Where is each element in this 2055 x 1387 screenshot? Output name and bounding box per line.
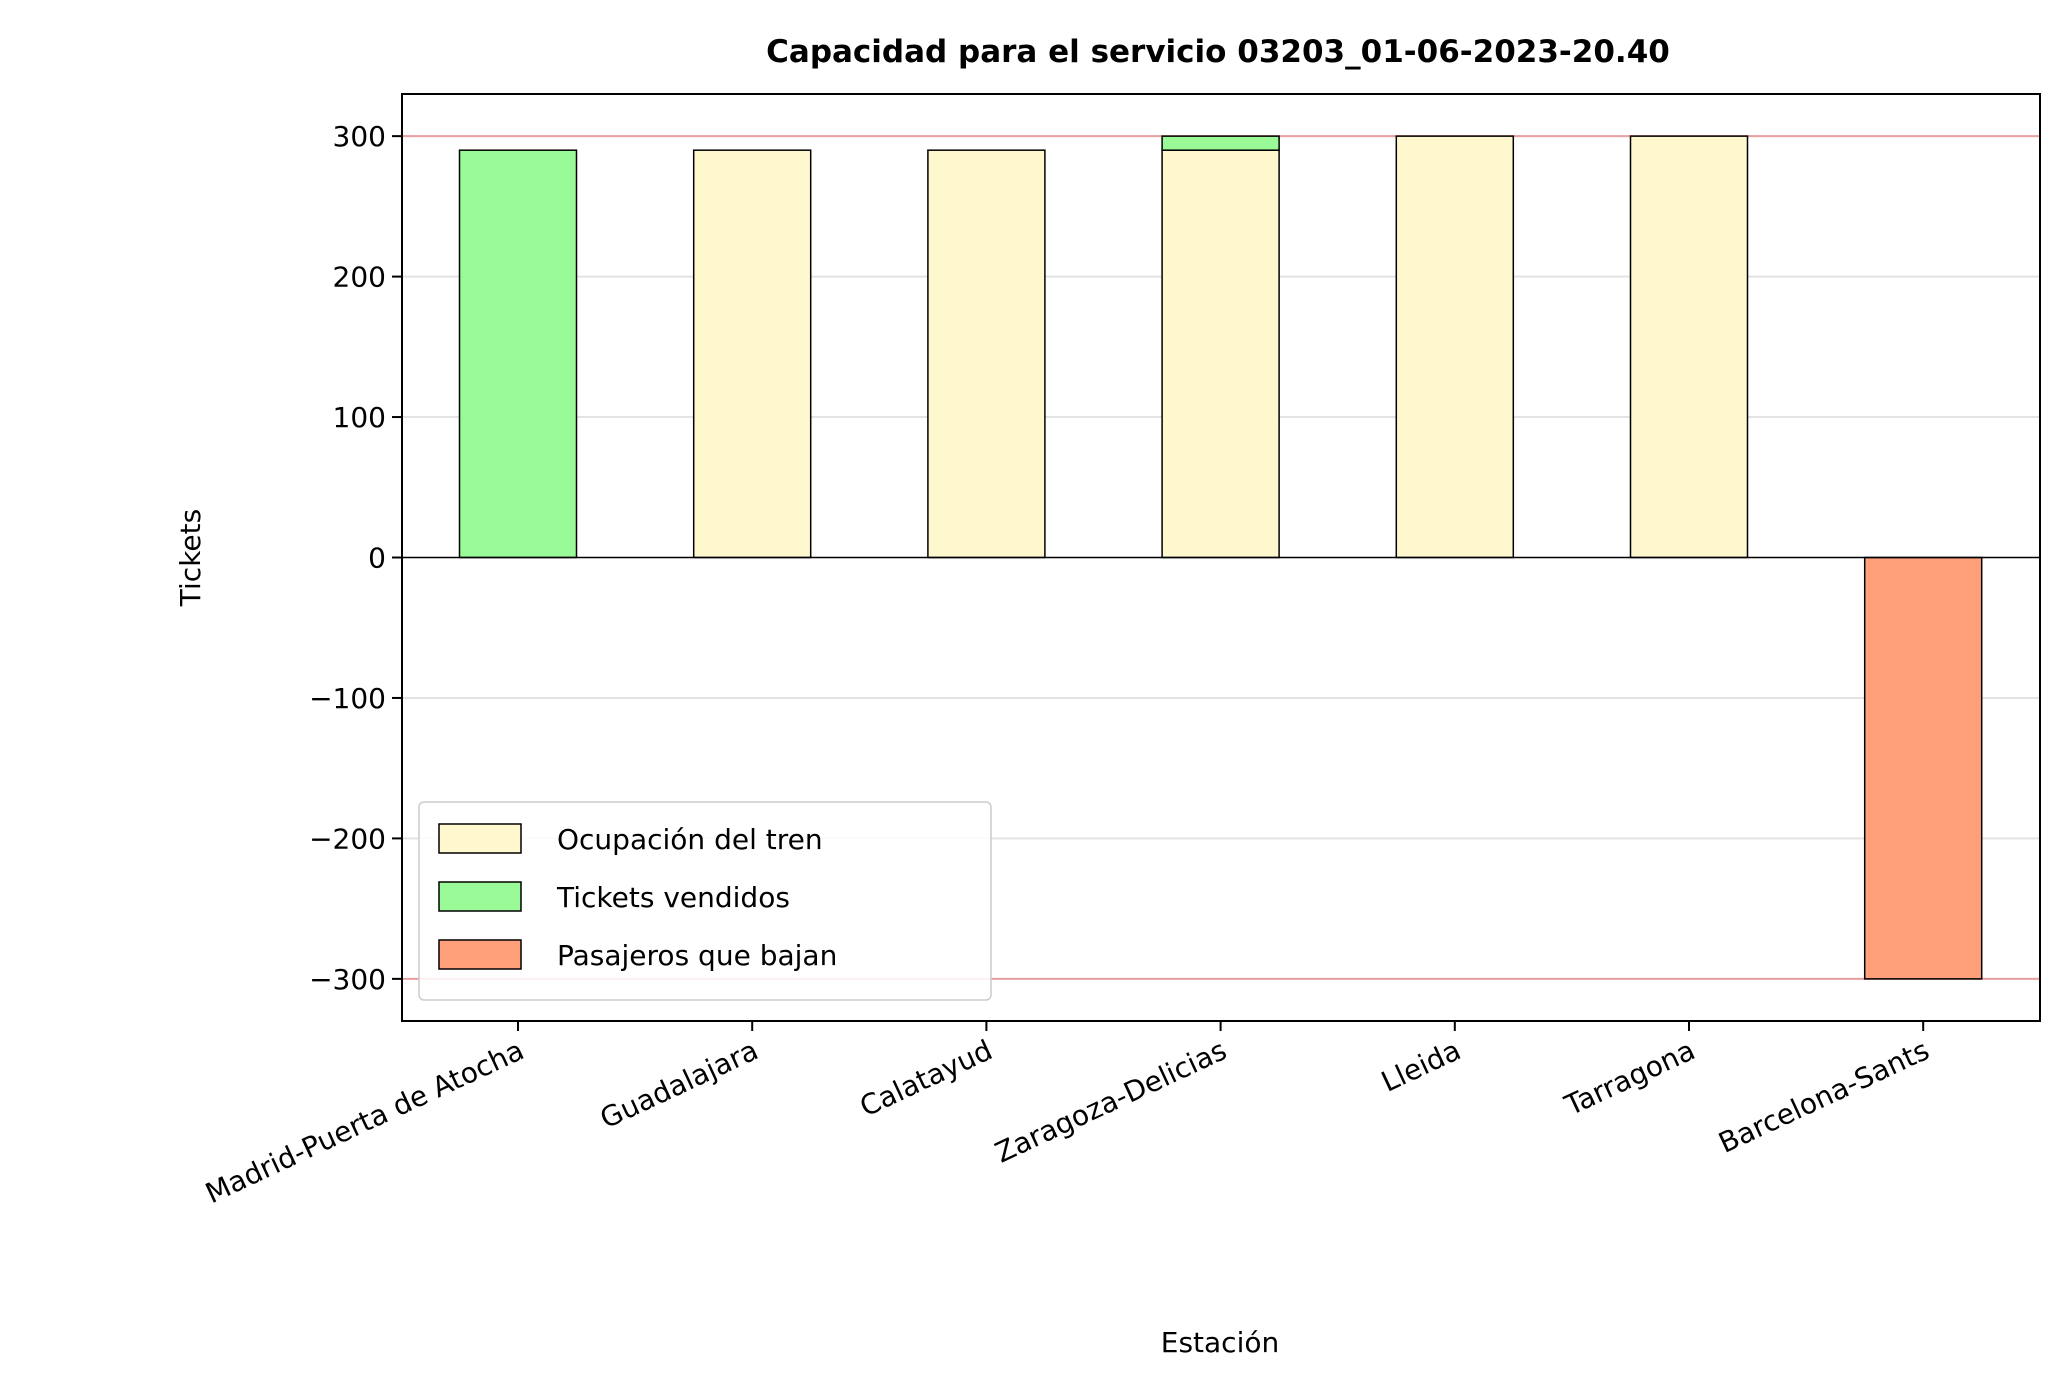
legend-label: Ocupación del tren (557, 823, 823, 856)
legend-swatch (438, 939, 522, 970)
x-tick-label: Barcelona-Sants (1714, 1033, 1935, 1159)
y-tick-label: 200 (333, 261, 386, 294)
bar (1395, 135, 1515, 559)
bar (1863, 556, 1983, 980)
y-axis-label: Tickets (174, 509, 207, 607)
x-axis-ticks: Madrid-Puerta de Atocha Guadalajara Calata… (200, 1021, 1934, 1210)
x-axis-label: Estación (1161, 1326, 1279, 1359)
x-tick-label: Guadalajara (595, 1033, 763, 1135)
legend: Ocupación del tren Tickets vendidos Pasaje… (418, 801, 992, 1001)
bar (458, 149, 578, 559)
legend-swatch (438, 823, 522, 854)
bars (458, 135, 1983, 980)
x-tick-label: Calatayud (855, 1033, 998, 1123)
legend-label: Tickets vendidos (556, 881, 790, 914)
y-tick-label: −100 (309, 682, 386, 715)
y-tick-label: 0 (368, 542, 386, 575)
x-tick-label: Lleida (1376, 1033, 1465, 1098)
bar (927, 149, 1046, 559)
legend-swatch (438, 881, 522, 912)
bar (1161, 135, 1280, 151)
x-tick-label: Madrid-Puerta de Atocha (200, 1033, 529, 1210)
legend-box (418, 801, 992, 1001)
y-tick-label: 100 (333, 401, 386, 434)
y-tick-label: 300 (333, 120, 386, 153)
legend-label: Pasajeros que bajan (557, 939, 837, 972)
y-tick-label: −300 (309, 963, 386, 996)
y-tick-label: −200 (309, 822, 386, 855)
bar (1629, 135, 1749, 559)
x-tick-label: Zaragoza-Delicias (990, 1033, 1232, 1169)
bar (1161, 149, 1280, 559)
y-axis-ticks: 300 200 100 0 −100 −200 −300 (309, 120, 402, 996)
chart-title: Capacidad para el servicio 03203_01-06-2… (766, 34, 1670, 70)
x-tick-label: Tarragona (1559, 1033, 1700, 1122)
bar (692, 149, 812, 559)
